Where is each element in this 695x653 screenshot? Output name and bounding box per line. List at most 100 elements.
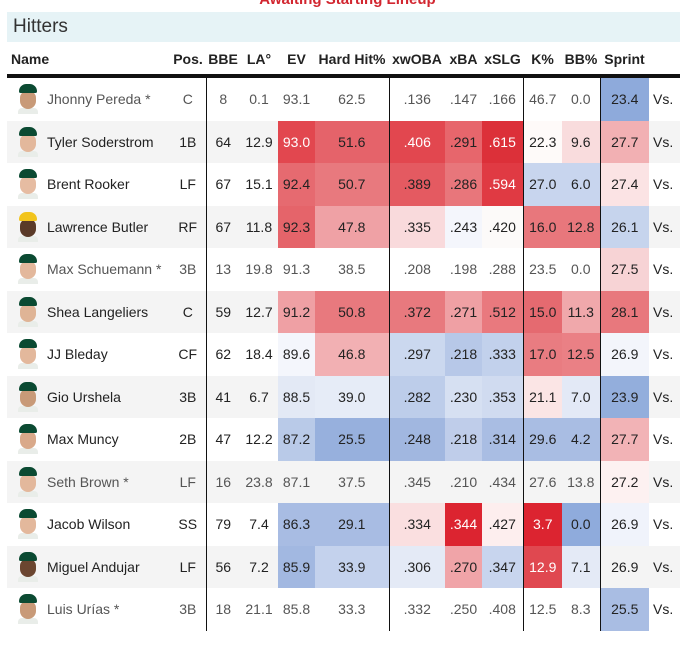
player-row[interactable]: Max Muncy 2B 47 12.2 87.2 25.5.248.218.314 29.…	[7, 418, 680, 461]
vs-link[interactable]: Vs.	[649, 120, 680, 163]
vs-link[interactable]: Vs.	[653, 601, 674, 618]
stat-cell-k: 22.3	[522, 120, 562, 163]
player-name[interactable]: Miguel Andujar	[47, 558, 140, 575]
stat-cell-xwoba: .335	[388, 205, 445, 248]
vs-link[interactable]: Vs.	[653, 516, 674, 533]
player-name-cell[interactable]: Max Schuemann *	[7, 248, 170, 291]
player-row[interactable]: JJ Bleday CF 62 18.4 89.6 46.8.297.218.333 17.…	[7, 333, 680, 376]
column-header-name[interactable]: Name	[7, 44, 170, 78]
vs-link[interactable]: Vs.	[649, 545, 680, 588]
player-name-cell[interactable]: Jhonny Pereda *	[7, 76, 170, 121]
column-header-sprint[interactable]: Sprint	[600, 44, 649, 78]
player-name-cell[interactable]: Shea Langeliers	[7, 290, 170, 333]
column-header-ev[interactable]: EV	[278, 44, 315, 78]
player-row[interactable]: Brent Rooker LF 67 15.1 92.4 50.7.389.286.594…	[7, 163, 680, 206]
player-row[interactable]: Seth Brown * LF 16 23.8 87.1 37.5.345.210.434…	[7, 460, 680, 503]
column-header-bbe[interactable]: BBE	[206, 44, 240, 78]
player-row[interactable]: Shea Langeliers C 59 12.7 91.2 50.8.372.271.5…	[7, 290, 680, 333]
player-name[interactable]: Max Muncy	[47, 431, 119, 448]
stat-cell-xba: .218	[445, 333, 482, 376]
player-name-cell[interactable]: Max Muncy	[7, 418, 170, 461]
player-name-cell[interactable]: Jacob Wilson	[7, 503, 170, 546]
player-row[interactable]: Jhonny Pereda * C 8 0.1 93.1 62.5 .136.147 .166…	[7, 76, 680, 121]
stat-cell-ev: 85.9	[278, 545, 315, 588]
player-name[interactable]: Seth Brown *	[47, 473, 129, 490]
stat-cell-ev: 91.2	[278, 290, 315, 333]
stat-cell-la: 12.9	[240, 120, 278, 163]
stat-cell-hard-hit: 51.6	[315, 120, 389, 163]
player-name[interactable]: Shea Langeliers	[47, 303, 149, 320]
player-name[interactable]: Brent Rooker	[47, 176, 130, 193]
player-headshot-icon	[17, 254, 39, 285]
stat-cell-ev: 87.2	[278, 418, 315, 461]
stat-cell-k: 3.7	[522, 503, 562, 546]
vs-link[interactable]: Vs.	[653, 346, 674, 363]
player-name[interactable]: Luis Urías *	[47, 601, 120, 618]
vs-link[interactable]: Vs.	[653, 176, 674, 193]
player-name-cell[interactable]: Tyler Soderstrom	[7, 120, 170, 163]
vs-link[interactable]: Vs.	[653, 91, 674, 108]
player-name[interactable]: Gio Urshela	[47, 388, 121, 405]
vs-link[interactable]: Vs.	[649, 290, 680, 333]
player-name[interactable]: Jacob Wilson	[47, 516, 131, 533]
stat-cell-xba: .147	[449, 91, 478, 108]
player-row[interactable]: Max Schuemann * 3B 13 19.8 91.3 38.5 .208.198.…	[7, 248, 680, 291]
column-header-hard-hit[interactable]: Hard Hit%	[315, 44, 389, 78]
player-name[interactable]: Max Schuemann *	[47, 261, 162, 278]
player-name-cell[interactable]: Lawrence Butler	[7, 205, 170, 248]
player-name[interactable]: Jhonny Pereda *	[47, 91, 151, 108]
vs-link[interactable]: Vs.	[653, 261, 674, 278]
player-name[interactable]: Lawrence Butler	[47, 218, 149, 235]
stat-cell-bbe: 56	[205, 545, 240, 588]
column-header-bb[interactable]: BB%	[562, 44, 600, 78]
stat-cell-xba: .230	[445, 375, 482, 418]
player-name-cell[interactable]: Brent Rooker	[7, 163, 170, 206]
column-header-k[interactable]: K%	[523, 44, 562, 78]
position-cell: CF	[178, 346, 198, 363]
player-row[interactable]: Tyler Soderstrom 1B 64 12.9 93.0 51.6.406.291…	[7, 120, 680, 163]
vs-link[interactable]: Vs.	[649, 205, 680, 248]
column-header-xslg[interactable]: xSLG	[482, 44, 523, 78]
stat-cell-sprint: 27.7	[599, 418, 649, 461]
player-row[interactable]: Luis Urías * 3B 18 21.1 85.8 33.3 .332.250 .408…	[7, 588, 680, 631]
stat-cell-xba: .218	[445, 418, 482, 461]
stat-cell-xwoba: .389	[388, 163, 445, 206]
player-row[interactable]: Gio Urshela 3B 41 6.7 88.5 39.0.282.230.353 21…	[7, 375, 680, 418]
player-name[interactable]: JJ Bleday	[47, 346, 108, 363]
player-row[interactable]: Lawrence Butler RF 67 11.8 92.3 47.8.335.243.…	[7, 205, 680, 248]
player-headshot-icon	[17, 551, 39, 582]
stat-cell-la: 11.8	[240, 205, 278, 248]
vs-link[interactable]: Vs.	[649, 460, 680, 503]
player-name-cell[interactable]: Gio Urshela	[7, 375, 170, 418]
stat-cell-xba: .271	[445, 290, 482, 333]
stat-cell-la: 19.8	[245, 261, 273, 278]
stat-cell-bbe: 79	[205, 503, 240, 546]
stat-cell-xslg: .427	[482, 503, 523, 546]
vs-link[interactable]: Vs.	[653, 431, 674, 448]
stat-cell-xba: .344	[445, 503, 482, 546]
section-title: Hitters	[13, 16, 68, 37]
stat-cell-hard-hit: 50.7	[315, 163, 389, 206]
player-headshot-icon	[17, 594, 39, 625]
column-header-pos[interactable]: Pos.	[170, 44, 206, 78]
player-name[interactable]: Tyler Soderstrom	[47, 133, 154, 150]
player-name-cell[interactable]: Seth Brown *	[7, 460, 170, 503]
column-header-xba[interactable]: xBA	[445, 44, 482, 78]
player-name-cell[interactable]: Miguel Andujar	[7, 545, 170, 588]
player-row[interactable]: Miguel Andujar LF 56 7.2 85.9 33.9.306.270.34…	[7, 545, 680, 588]
column-header-xwoba[interactable]: xwOBA	[389, 44, 445, 78]
player-name-cell[interactable]: JJ Bleday	[7, 333, 170, 376]
player-row[interactable]: Jacob Wilson SS 79 7.4 86.3 29.1.334.344.427 3…	[7, 503, 680, 546]
vs-link[interactable]: Vs.	[649, 375, 680, 418]
stat-cell-bbe: 67	[205, 205, 240, 248]
stat-cell-bbe: 13	[205, 248, 240, 291]
stat-cell-sprint: 23.9	[599, 375, 649, 418]
stat-cell-bb: 0.0	[571, 261, 591, 278]
stat-cell-sprint: 27.7	[599, 120, 649, 163]
player-name-cell[interactable]: Luis Urías *	[7, 588, 170, 631]
column-header-la[interactable]: LA°	[240, 44, 278, 78]
position-cell: 1B	[170, 120, 206, 163]
player-headshot-icon	[17, 509, 39, 540]
stat-cell-la: 7.2	[240, 545, 278, 588]
stat-cell-bb: 4.2	[562, 418, 600, 461]
